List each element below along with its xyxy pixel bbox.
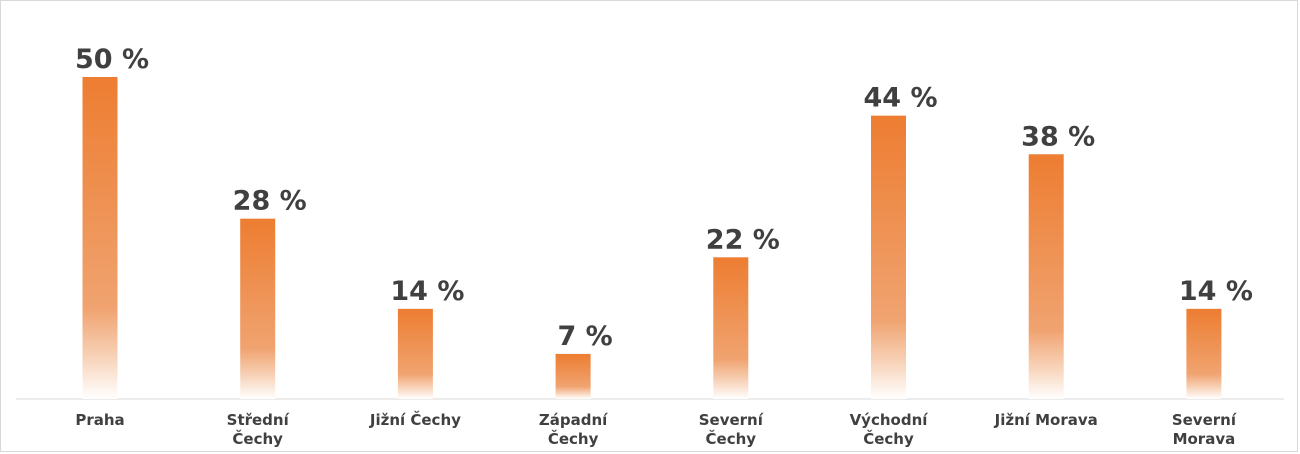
category-label-1: Střední Čechy [227, 411, 290, 448]
category-label-7-line-1: Morava [1173, 430, 1236, 448]
data-label-5: 44 % [863, 83, 937, 114]
bar-2 [397, 308, 433, 399]
category-label-5-line-1: Čechy [863, 429, 914, 448]
bar-5 [871, 115, 906, 399]
category-label-2: Jižní Čechy [369, 410, 461, 429]
category-label-4-line-1: Čechy [706, 429, 757, 448]
category-label-3-line-1: Čechy [548, 429, 599, 448]
category-label-0: Praha [75, 411, 124, 429]
data-label-1: 28 % [233, 186, 307, 217]
category-label-1-line-0: Střední [227, 411, 290, 429]
category-label-7-line-0: Severní [1172, 411, 1237, 429]
data-label-3: 7 % [557, 321, 612, 352]
category-label-2-line-0: Jižní Čechy [369, 410, 461, 429]
data-label-6: 38 % [1021, 121, 1095, 152]
category-label-4: Severní Čechy [699, 411, 764, 448]
data-label-0: 50 % [75, 44, 149, 75]
category-label-6-line-0: Jižní Morava [994, 411, 1098, 429]
category-label-3: Západní Čechy [539, 411, 608, 448]
category-label-1-line-1: Čechy [232, 429, 283, 448]
category-label-0-line-0: Praha [75, 411, 124, 429]
bar-4 [713, 257, 749, 399]
data-label-7: 14 % [1179, 276, 1253, 307]
category-label-3-line-0: Západní [539, 411, 608, 429]
category-label-6: Jižní Morava [994, 411, 1098, 429]
data-label-4: 22 % [706, 224, 780, 255]
bar-0 [82, 77, 118, 399]
category-label-5: Východní Čechy [850, 411, 929, 448]
category-label-4-line-0: Severní [699, 411, 764, 429]
data-label-2: 14 % [390, 276, 464, 307]
bar-7 [1186, 308, 1222, 399]
category-label-7: Severní Morava [1172, 411, 1237, 448]
bar-3 [555, 353, 591, 399]
bar-6 [1028, 154, 1064, 399]
bar-1 [240, 218, 276, 399]
category-label-5-line-0: Východní [850, 411, 929, 429]
